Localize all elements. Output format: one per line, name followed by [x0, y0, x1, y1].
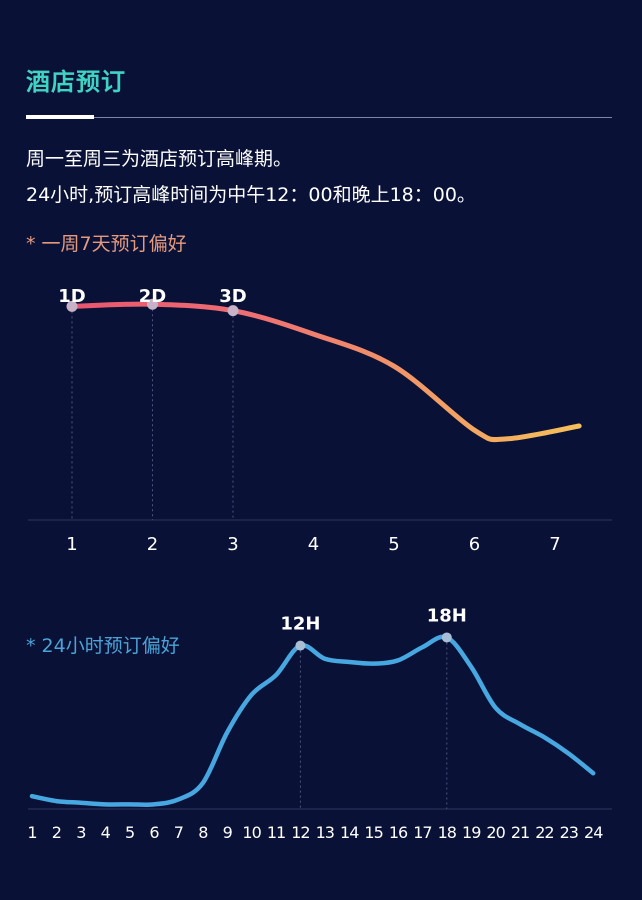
- weekly-tick-label: 4: [308, 534, 319, 555]
- weekly-annotation-label: 3D: [219, 286, 246, 307]
- weekly-tick-label: 1: [66, 534, 77, 555]
- hourly-tick-label: 16: [389, 823, 408, 842]
- weekly-annotation-label: 1D: [58, 286, 85, 307]
- hourly-tick-label: 20: [486, 823, 505, 842]
- hourly-tick-label: 5: [125, 823, 134, 842]
- hourly-tick-label: 9: [223, 823, 233, 842]
- hourly-tick-label: 12: [291, 823, 309, 842]
- weekly-tick-label: 6: [469, 534, 480, 555]
- weekly-tick-label: 5: [388, 534, 399, 555]
- title-divider-accent: [26, 115, 94, 119]
- hourly-tick-label: 15: [364, 823, 382, 842]
- hourly-tick-label: 21: [511, 823, 529, 842]
- weekly-tick-label: 3: [227, 534, 238, 555]
- hourly-tick-label: 17: [413, 823, 431, 842]
- hourly-annotation-label: 18H: [427, 605, 467, 626]
- hourly-tick-label: 18: [438, 823, 457, 842]
- hourly-tick-label: 6: [149, 823, 159, 842]
- description-line-2: 24小时,预订高峰时间为中午12：00和晚上18：00。: [26, 184, 476, 206]
- weekly-annotation-label: 2D: [139, 286, 166, 307]
- weekly-tick-label: 7: [549, 534, 560, 555]
- hourly-chart-label: * 24小时预订偏好: [26, 635, 180, 657]
- hourly-tick-label: 14: [340, 823, 359, 842]
- weekly-chart-label: * 一周7天预订偏好: [26, 233, 187, 255]
- hourly-peak-point: [295, 640, 306, 651]
- hourly-tick-label: 3: [76, 823, 85, 842]
- hourly-series-line: [29, 634, 596, 807]
- weekly-peak-point: [227, 305, 239, 317]
- page-title: 酒店预订: [26, 68, 126, 96]
- hourly-tick-label: 24: [584, 823, 603, 842]
- hourly-tick-label: 11: [267, 823, 285, 842]
- hourly-tick-label: 4: [101, 823, 111, 842]
- hourly-tick-label: 8: [198, 823, 208, 842]
- hourly-tick-label: 22: [535, 823, 553, 842]
- weekly-tick-label: 2: [147, 534, 158, 555]
- hourly-tick-label: 13: [316, 823, 334, 842]
- weekly-peak-point: [147, 298, 158, 310]
- hourly-tick-label: 10: [242, 823, 261, 842]
- hourly-tick-label: 19: [462, 823, 481, 842]
- hourly-tick-label: 2: [52, 823, 61, 842]
- weekly-peak-point: [66, 300, 78, 312]
- hourly-tick-label: 23: [560, 823, 578, 842]
- hourly-peak-point: [441, 632, 452, 643]
- hourly-tick-label: 7: [174, 823, 183, 842]
- description-line-1: 周一至周三为酒店预订高峰期。: [26, 148, 293, 170]
- hourly-tick-label: 1: [27, 823, 36, 842]
- weekly-series-line: [69, 301, 582, 443]
- hourly-annotation-label: 12H: [280, 614, 320, 635]
- title-divider: [26, 117, 612, 118]
